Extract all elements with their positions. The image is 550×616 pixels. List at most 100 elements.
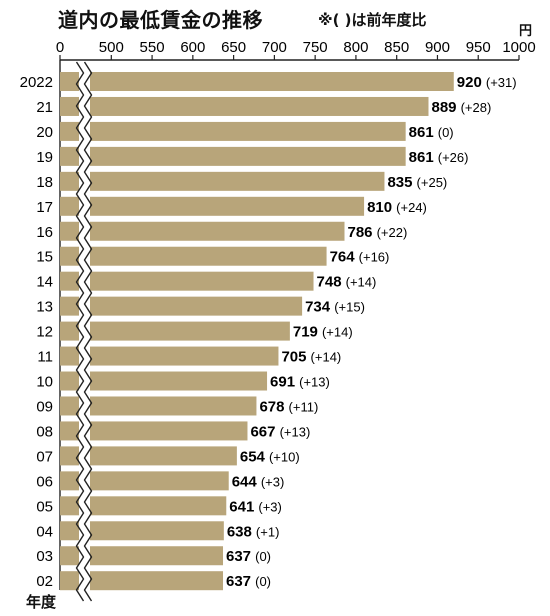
category-label: 2022 [20,74,53,91]
change-label: (+26) [438,150,469,165]
value-label: 638 [227,523,252,540]
value-label: 644 [232,473,258,490]
value-label: 691 [270,374,295,391]
chart-title: 道内の最低賃金の推移 [58,8,263,32]
x-tick-label: 600 [180,39,205,56]
bar [60,321,290,341]
category-label: 10 [36,374,53,391]
category-label: 04 [36,523,53,540]
bar [60,521,224,541]
change-label: (+13) [299,375,330,390]
category-label: 09 [36,398,53,415]
bar [60,246,327,266]
x-tick-label: 750 [303,39,328,56]
x-tick-label: 0 [56,39,64,56]
change-label: (+10) [269,449,300,464]
bar [60,571,224,591]
value-label: 810 [367,199,392,216]
category-label: 03 [36,548,53,565]
value-label: 705 [281,349,306,366]
x-tick-label: 850 [384,39,409,56]
change-label: (+15) [334,300,365,315]
bar [60,546,224,566]
value-label: 667 [250,423,275,440]
value-label: 764 [330,249,356,266]
value-label: 889 [431,99,456,116]
value-label: 719 [293,324,318,341]
bar [60,221,345,241]
change-label: (+14) [346,275,377,290]
change-label: (+1) [256,524,279,539]
bar [60,371,268,391]
value-label: 637 [226,548,251,565]
category-label: 18 [36,174,53,191]
category-label: 19 [36,149,53,166]
bar [60,296,303,316]
value-label: 734 [305,299,331,316]
category-label: 15 [36,249,53,266]
category-label: 14 [36,274,53,291]
x-axis-title: 年度 [26,593,57,611]
change-label: (+28) [461,100,492,115]
x-tick-label: 950 [466,39,491,56]
axis-break-gap [79,62,90,610]
change-label: (+3) [258,499,281,514]
bar [60,96,429,116]
value-label: 748 [317,274,342,291]
value-label: 654 [240,448,266,465]
value-label: 678 [259,398,284,415]
bar [60,196,365,216]
bar [60,271,314,291]
chart-subtitle: ※( )は前年度比 [318,11,427,29]
change-label: (0) [438,125,454,140]
unit-label: 円 [519,24,533,39]
axis-break-line-left [75,61,85,602]
value-label: 835 [387,174,412,191]
change-label: (0) [255,574,271,589]
change-label: (+3) [261,474,284,489]
change-label: (+24) [396,200,427,215]
change-label: (0) [255,549,271,564]
x-tick-label: 700 [262,39,287,56]
value-label: 641 [229,498,254,515]
x-tick-label: 1000 [502,39,535,56]
change-label: (+25) [417,175,448,190]
change-label: (+31) [486,75,517,90]
category-label: 07 [36,448,53,465]
category-label: 21 [36,99,53,116]
axis-break-line-right [83,61,93,602]
value-label: 786 [348,224,373,241]
change-label: (+14) [322,325,353,340]
bar [60,171,385,191]
change-label: (+13) [280,424,311,439]
change-label: (+16) [359,250,390,265]
category-label: 11 [37,349,53,366]
x-tick-label: 900 [425,39,450,56]
bar [60,446,237,466]
value-label: 861 [409,149,434,166]
value-label: 920 [457,74,482,91]
category-label: 12 [36,324,53,341]
change-label: (+22) [377,225,408,240]
category-label: 13 [36,299,53,316]
category-label: 17 [36,199,53,216]
bar [60,346,279,366]
x-tick-label: 650 [221,39,246,56]
bar [60,121,406,141]
bar [60,146,406,166]
value-label: 861 [409,124,434,141]
bar [60,496,227,516]
category-label: 02 [36,573,53,590]
category-label: 05 [36,498,53,515]
bar [60,471,229,491]
change-label: (+14) [311,350,342,365]
category-label: 16 [36,224,53,241]
category-label: 20 [36,124,53,141]
bar [60,72,454,91]
category-label: 08 [36,423,53,440]
value-label: 637 [226,573,251,590]
x-tick-label: 550 [140,39,165,56]
x-tick-label: 800 [343,39,368,56]
change-label: (+11) [289,399,319,414]
